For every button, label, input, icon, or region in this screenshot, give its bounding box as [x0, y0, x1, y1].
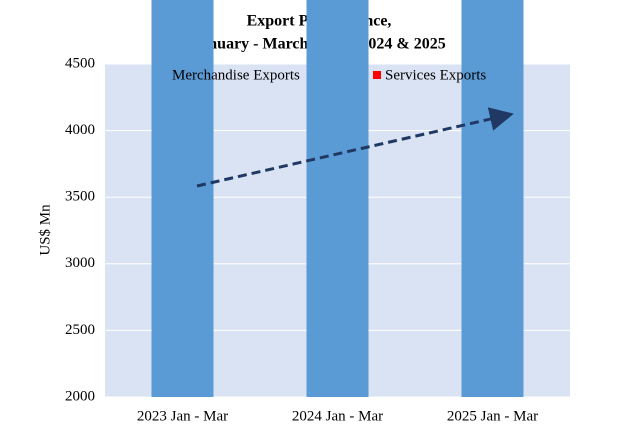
legend-swatch [373, 71, 381, 79]
y-tick-label: 4500 [65, 55, 95, 71]
bar-segment [461, 0, 524, 397]
bar-segment [306, 0, 369, 397]
y-tick-label: 2000 [65, 388, 95, 404]
x-tick-label: 2024 Jan - Mar [292, 408, 383, 424]
y-tick-label: 2500 [65, 322, 95, 338]
x-tick-label: 2023 Jan - Mar [137, 408, 228, 424]
bar-segment [151, 0, 214, 398]
x-tick-label: 2025 Jan - Mar [447, 408, 538, 424]
legend-swatch [160, 71, 168, 79]
trend-arrow [196, 107, 514, 188]
legend-label: Merchandise Exports [172, 67, 300, 83]
y-tick-label: 3500 [65, 189, 95, 205]
legend-label: Services Exports [385, 67, 486, 83]
y-tick-label: 3000 [65, 255, 95, 271]
y-axis-label: US$ Mn [37, 204, 53, 256]
y-tick-label: 4000 [65, 122, 95, 138]
